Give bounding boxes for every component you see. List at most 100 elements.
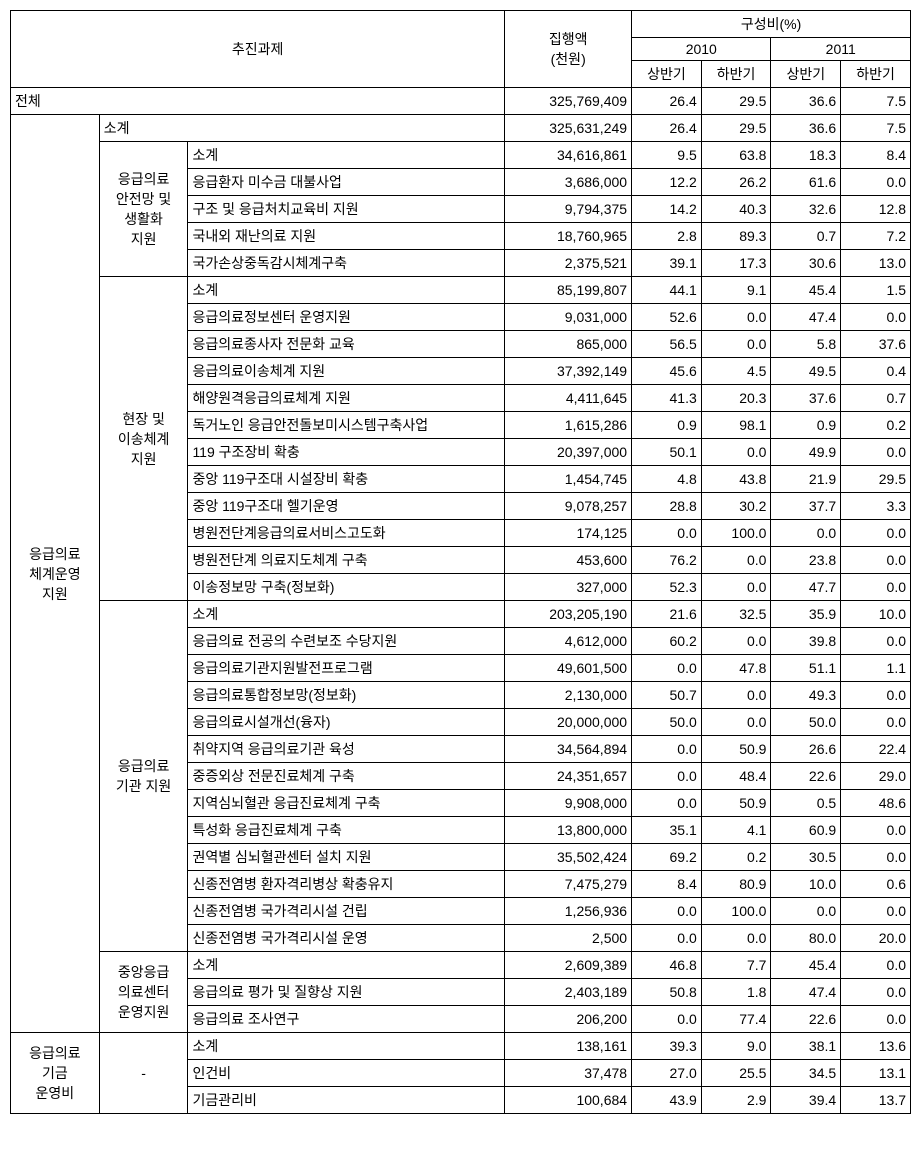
cell: 0.0 — [632, 520, 702, 547]
cell: 39.3 — [632, 1033, 702, 1060]
row-name: 응급의료이송체계 지원 — [188, 358, 505, 385]
cell: 89.3 — [701, 223, 771, 250]
cell: 50.9 — [701, 736, 771, 763]
cell: 23.8 — [771, 547, 841, 574]
cell: 37.6 — [771, 385, 841, 412]
cell: 13,800,000 — [505, 817, 632, 844]
row-name: 특성화 응급진료체계 구축 — [188, 817, 505, 844]
cell: 47.4 — [771, 979, 841, 1006]
cell: 0.0 — [841, 169, 911, 196]
cell: 453,600 — [505, 547, 632, 574]
row-name: 국내외 재난의료 지원 — [188, 223, 505, 250]
cell: 50.1 — [632, 439, 702, 466]
cell: 61.6 — [771, 169, 841, 196]
cell: 35.9 — [771, 601, 841, 628]
cell: 47.8 — [701, 655, 771, 682]
cell: 174,125 — [505, 520, 632, 547]
cell: 80.0 — [771, 925, 841, 952]
cell: 27.0 — [632, 1060, 702, 1087]
cell: 7.5 — [841, 88, 911, 115]
row-name: 신종전염병 국가격리시설 운영 — [188, 925, 505, 952]
cell: 0.0 — [701, 709, 771, 736]
cell: 9,078,257 — [505, 493, 632, 520]
cell: 8.4 — [632, 871, 702, 898]
cell: 56.5 — [632, 331, 702, 358]
cell: 34,564,894 — [505, 736, 632, 763]
cell: 32.5 — [701, 601, 771, 628]
group-a-label: 응급의료 체계운영 지원 — [11, 115, 100, 1033]
cell: 0.9 — [771, 412, 841, 439]
header-task: 추진과제 — [11, 11, 505, 88]
cell: 49.5 — [771, 358, 841, 385]
cell: 7.7 — [701, 952, 771, 979]
cell: 4,411,645 — [505, 385, 632, 412]
row-name: 독거노인 응급안전돌보미시스템구축사업 — [188, 412, 505, 439]
cell: 0.0 — [841, 547, 911, 574]
cell: 26.4 — [632, 115, 702, 142]
header-ratio: 구성비(%) — [632, 11, 911, 38]
cell: 52.3 — [632, 574, 702, 601]
row-name: 취약지역 응급의료기관 육성 — [188, 736, 505, 763]
cell: 29.5 — [701, 115, 771, 142]
cell: 52.6 — [632, 304, 702, 331]
cell: 9.5 — [632, 142, 702, 169]
cell: 26.4 — [632, 88, 702, 115]
cell: 14.2 — [632, 196, 702, 223]
cell: 37,478 — [505, 1060, 632, 1087]
cell: 9,794,375 — [505, 196, 632, 223]
row-name: 신종전염병 환자격리병상 확충유지 — [188, 871, 505, 898]
cell: 50.0 — [771, 709, 841, 736]
cell: 2.8 — [632, 223, 702, 250]
row-name: 응급의료 전공의 수련보조 수당지원 — [188, 628, 505, 655]
cell: 0.5 — [771, 790, 841, 817]
row-name: 응급의료기관지원발전프로그램 — [188, 655, 505, 682]
row-name: 중앙 119구조대 헬기운영 — [188, 493, 505, 520]
cell: 4.5 — [701, 358, 771, 385]
row-name: 중증외상 전문진료체계 구축 — [188, 763, 505, 790]
header-2011-h1: 상반기 — [771, 61, 841, 88]
cell: 3,686,000 — [505, 169, 632, 196]
row-name: 병원전단계응급의료서비스고도화 — [188, 520, 505, 547]
row-name: 국가손상중독감시체계구축 — [188, 250, 505, 277]
cell: 17.3 — [701, 250, 771, 277]
cell: 0.0 — [841, 574, 911, 601]
cell: 13.6 — [841, 1033, 911, 1060]
cell: 0.0 — [841, 1006, 911, 1033]
cell: 0.0 — [841, 682, 911, 709]
cell: 1,454,745 — [505, 466, 632, 493]
cell: 20.0 — [841, 925, 911, 952]
cell: 30.6 — [771, 250, 841, 277]
header-2011-h2: 하반기 — [841, 61, 911, 88]
cell: 0.0 — [841, 979, 911, 1006]
cell: 0.9 — [632, 412, 702, 439]
cell: 98.1 — [701, 412, 771, 439]
cell: 35.1 — [632, 817, 702, 844]
cell: 32.6 — [771, 196, 841, 223]
cell: 34,616,861 — [505, 142, 632, 169]
cell: 39.1 — [632, 250, 702, 277]
header-2010: 2010 — [632, 38, 771, 61]
cell: 0.0 — [701, 925, 771, 952]
cell: 8.4 — [841, 142, 911, 169]
cell: 38.1 — [771, 1033, 841, 1060]
cell: 26.6 — [771, 736, 841, 763]
cell: 26.2 — [701, 169, 771, 196]
cell: 0.0 — [632, 763, 702, 790]
row-name: 권역별 심뇌혈관센터 설치 지원 — [188, 844, 505, 871]
cell: 18.3 — [771, 142, 841, 169]
table-body: 전체325,769,40926.429.536.67.5응급의료 체계운영 지원… — [11, 88, 911, 1114]
cell: 0.0 — [841, 898, 911, 925]
cell: 0.6 — [841, 871, 911, 898]
cell: 7.5 — [841, 115, 911, 142]
cell: 0.0 — [632, 736, 702, 763]
row-name: 소계 — [188, 952, 505, 979]
row-name: 해양원격응급의료체계 지원 — [188, 385, 505, 412]
cell: 50.9 — [701, 790, 771, 817]
cell: 2.9 — [701, 1087, 771, 1114]
cell: 0.0 — [701, 304, 771, 331]
cell: 9,908,000 — [505, 790, 632, 817]
cell: 9,031,000 — [505, 304, 632, 331]
cell: 0.0 — [632, 790, 702, 817]
cell: 50.0 — [632, 709, 702, 736]
cell: 41.3 — [632, 385, 702, 412]
